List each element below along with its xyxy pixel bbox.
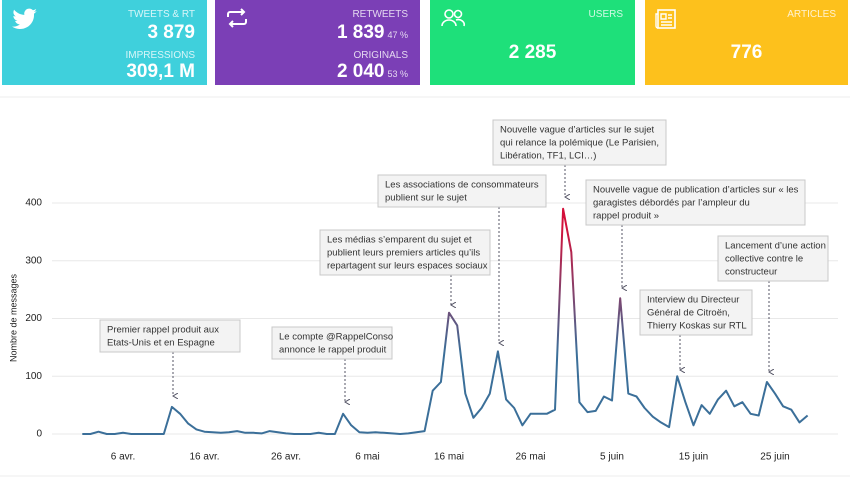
annotation-text: Général de Citroën, bbox=[647, 308, 730, 319]
annotation-text: collective contre le bbox=[725, 254, 803, 265]
annotation-text: annonce le rappel produit bbox=[279, 345, 387, 356]
annotation-box bbox=[99, 319, 241, 353]
value: 2 040 bbox=[336, 61, 385, 82]
annotation-text: Nouvelle vague de publication d’articles… bbox=[593, 185, 799, 196]
y-tick-label: 400 bbox=[25, 198, 42, 209]
annotation-text: qui relance la polémique (Le Parisien, bbox=[500, 138, 659, 149]
annotation-box bbox=[639, 289, 753, 336]
x-tick-label: 15 juin bbox=[679, 452, 708, 463]
annotation-box bbox=[319, 229, 491, 276]
annotation-box bbox=[585, 179, 806, 226]
line bbox=[82, 207, 809, 435]
annotation-text: rappel produit » bbox=[593, 211, 659, 222]
x-tick-label: 6 mai bbox=[355, 452, 379, 463]
twitter-icon bbox=[12, 8, 37, 30]
articles-icon bbox=[655, 9, 676, 29]
x-tick-label: 6 avr. bbox=[111, 452, 135, 463]
retweet-icon bbox=[227, 8, 247, 28]
card-label: USERS bbox=[588, 9, 623, 20]
annotation-text: constructeur bbox=[725, 267, 777, 278]
annotation-box bbox=[717, 235, 829, 282]
annotation-text: publient sur le sujet bbox=[385, 193, 467, 204]
share: 53 % bbox=[387, 69, 408, 79]
card-value: 1 839 47 % bbox=[337, 22, 408, 44]
card-articles: ARTICLES 776 bbox=[645, 0, 848, 85]
annotation-text: Les médias s’emparent du sujet et bbox=[327, 235, 472, 246]
annotation-text: Premier rappel produit aux bbox=[107, 325, 219, 336]
annotation-box bbox=[377, 174, 547, 208]
card-value: 2 285 bbox=[508, 42, 557, 63]
y-tick-label: 200 bbox=[25, 313, 42, 324]
card-value: 776 bbox=[730, 42, 763, 63]
x-tick-label: 16 mai bbox=[434, 452, 464, 463]
value: 1 839 bbox=[336, 22, 385, 43]
users-icon bbox=[441, 9, 466, 27]
annotation-text: Nouvelle vague d’articles sur le sujet bbox=[500, 125, 655, 136]
x-tick-label: 26 avr. bbox=[271, 452, 301, 463]
x-tick-label: 26 mai bbox=[515, 452, 545, 463]
card-value: 309,1 M bbox=[126, 61, 195, 82]
card-label: ARTICLES bbox=[787, 9, 836, 20]
annotation-text: Les associations de consommateurs bbox=[385, 180, 539, 191]
card-label: IMPRESSIONS bbox=[125, 50, 195, 61]
annotation-text: Etats-Unis et en Espagne bbox=[107, 338, 215, 349]
share: 47 % bbox=[387, 30, 408, 40]
annotation-text: repartagent sur leurs espaces sociaux bbox=[327, 261, 488, 272]
x-tick-label: 25 juin bbox=[760, 452, 789, 463]
card-label: ORIGINALS bbox=[353, 50, 408, 61]
card-value: 2 040 53 % bbox=[337, 61, 408, 83]
card-retweets: RETWEETS 1 839 47 % ORIGINALS 2 040 53 % bbox=[215, 0, 420, 85]
card-label: TWEETS & RT bbox=[127, 9, 195, 20]
card-value: 3 879 bbox=[147, 22, 195, 43]
annotation-text: publient leurs premiers articles qu’ils bbox=[327, 248, 480, 259]
annotation-box bbox=[492, 119, 667, 166]
y-tick-label: 0 bbox=[36, 429, 42, 440]
annotation-text: Le compte @RappelConso bbox=[279, 332, 393, 343]
card-users: USERS 2 285 bbox=[430, 0, 635, 85]
x-tick-label: 16 avr. bbox=[189, 452, 219, 463]
y-tick-label: 100 bbox=[25, 371, 42, 382]
annotation-text: Thierry Koskas sur RTL bbox=[647, 321, 747, 332]
annotation-text: Libération, TF1, LCI…) bbox=[500, 151, 596, 162]
annotation-text: Lancement d’une action bbox=[725, 241, 826, 252]
annotation-text: garagistes débordés par l’ampleur du bbox=[593, 198, 750, 209]
y-axis-title: Nombre de messages bbox=[8, 273, 18, 362]
x-tick-label: 5 juin bbox=[600, 452, 624, 463]
annotation-box bbox=[271, 326, 393, 360]
card-tweets: TWEETS & RT 3 879 IMPRESSIONS 309,1 M bbox=[2, 0, 207, 85]
y-tick-label: 300 bbox=[25, 255, 42, 266]
annotation-text: Interview du Directeur bbox=[647, 295, 739, 306]
card-label: RETWEETS bbox=[352, 9, 408, 20]
